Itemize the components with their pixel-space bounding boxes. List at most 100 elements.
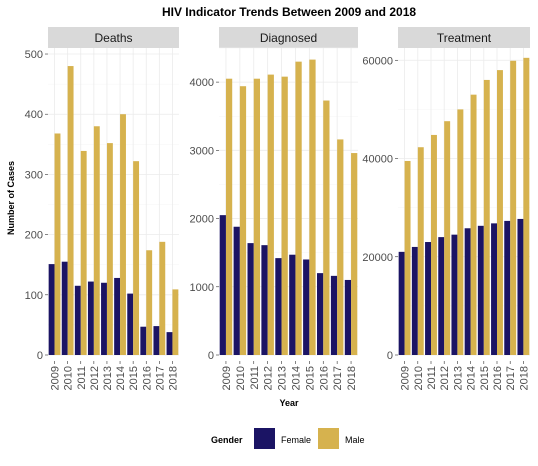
- chart-title: HIV Indicator Trends Between 2009 and 20…: [162, 5, 416, 19]
- x-tick-label: 2018: [167, 366, 179, 390]
- bar-female-2014: [114, 277, 121, 355]
- bar-male-2015: [133, 161, 140, 355]
- x-tick-label: 2018: [518, 366, 530, 390]
- x-tick-label: 2010: [63, 366, 75, 390]
- bar-male-2016: [146, 250, 153, 355]
- bar-male-2013: [457, 109, 464, 356]
- facet-strip-label: Deaths: [94, 31, 132, 45]
- bar-male-2009: [404, 160, 411, 355]
- bar-male-2012: [444, 121, 451, 355]
- bar-female-2012: [87, 281, 94, 355]
- bar-male-2017: [159, 241, 166, 355]
- facet-strip: [219, 27, 358, 48]
- x-tick-label: 2010: [413, 366, 425, 390]
- x-tick-label: 2014: [466, 366, 478, 390]
- x-tick-label: 2014: [115, 366, 127, 390]
- bar-male-2009: [225, 78, 233, 355]
- bar-male-2010: [417, 147, 424, 355]
- x-tick-label: 2011: [249, 366, 261, 390]
- x-tick-label: 2017: [332, 366, 344, 390]
- bar-female-2012: [438, 237, 445, 355]
- x-tick-label: 2014: [290, 366, 302, 390]
- bar-male-2018: [351, 153, 358, 355]
- legend-label-female: Female: [281, 435, 311, 445]
- x-tick-label: 2015: [128, 366, 140, 390]
- legend-swatch-female: [254, 428, 275, 449]
- bar-male-2012: [267, 74, 274, 356]
- y-tick-label: 100: [25, 290, 43, 302]
- bar-male-2012: [93, 126, 100, 355]
- bar-female-2016: [316, 273, 324, 355]
- bar-female-2016: [140, 326, 147, 355]
- y-tick-label: 200: [25, 230, 43, 242]
- x-axis-title: Year: [279, 398, 299, 408]
- bar-male-2018: [523, 57, 530, 355]
- bar-female-2014: [464, 228, 471, 355]
- bar-female-2010: [61, 261, 68, 355]
- bar-male-2011: [431, 134, 437, 355]
- bar-female-2010: [411, 246, 418, 355]
- legend-swatch-male: [318, 428, 339, 449]
- bar-male-2011: [253, 78, 261, 355]
- bar-male-2010: [67, 66, 74, 355]
- bar-male-2010: [239, 86, 247, 356]
- bar-female-2010: [233, 226, 240, 355]
- bar-female-2012: [261, 245, 268, 355]
- y-tick-label: 400: [25, 109, 43, 121]
- x-tick-label: 2012: [439, 366, 451, 390]
- bar-female-2011: [74, 285, 81, 355]
- bar-female-2018: [517, 218, 524, 355]
- x-tick-label: 2016: [492, 366, 504, 390]
- bar-male-2014: [470, 94, 477, 355]
- legend-label-male: Male: [345, 435, 365, 445]
- x-tick-label: 2009: [50, 366, 62, 390]
- bar-female-2009: [398, 251, 405, 355]
- y-tick-label: 0: [387, 350, 393, 362]
- x-tick-label: 2009: [400, 366, 412, 390]
- bar-female-2017: [153, 326, 160, 355]
- y-tick-label: 500: [25, 49, 43, 61]
- bar-female-2009: [48, 264, 55, 355]
- y-axis-title: Number of Cases: [6, 161, 16, 235]
- x-tick-label: 2016: [318, 366, 330, 390]
- y-tick-label: 40000: [362, 154, 393, 166]
- x-tick-label: 2017: [505, 366, 517, 390]
- bar-male-2013: [106, 143, 113, 355]
- bar-male-2015: [309, 59, 316, 355]
- x-tick-label: 2015: [304, 366, 316, 390]
- bar-male-2013: [281, 76, 288, 356]
- bar-male-2018: [172, 289, 179, 355]
- bar-female-2014: [289, 254, 296, 355]
- x-tick-label: 2013: [277, 366, 289, 390]
- y-tick-label: 1000: [190, 282, 214, 294]
- bar-male-2015: [483, 79, 490, 355]
- bar-female-2017: [504, 220, 511, 355]
- x-tick-label: 2012: [263, 366, 275, 390]
- x-tick-label: 2011: [76, 366, 88, 390]
- bar-female-2009: [219, 215, 226, 355]
- x-tick-label: 2018: [346, 366, 358, 390]
- bar-male-2009: [54, 133, 61, 355]
- bar-female-2015: [477, 225, 484, 355]
- bar-female-2013: [275, 258, 282, 355]
- bar-male-2016: [323, 100, 330, 355]
- y-tick-label: 20000: [362, 252, 393, 264]
- bar-female-2013: [101, 282, 107, 355]
- x-tick-label: 2011: [426, 366, 438, 390]
- x-tick-label: 2009: [221, 366, 233, 390]
- bar-female-2015: [127, 293, 134, 355]
- y-tick-label: 3000: [190, 145, 214, 157]
- x-tick-label: 2012: [89, 366, 101, 390]
- facet-strip-label: Treatment: [437, 31, 492, 45]
- x-tick-label: 2010: [235, 366, 247, 390]
- bar-female-2011: [425, 242, 431, 355]
- x-tick-label: 2016: [141, 366, 153, 390]
- y-tick-label: 300: [25, 169, 43, 181]
- y-tick-label: 4000: [190, 77, 214, 89]
- bar-female-2015: [303, 259, 310, 355]
